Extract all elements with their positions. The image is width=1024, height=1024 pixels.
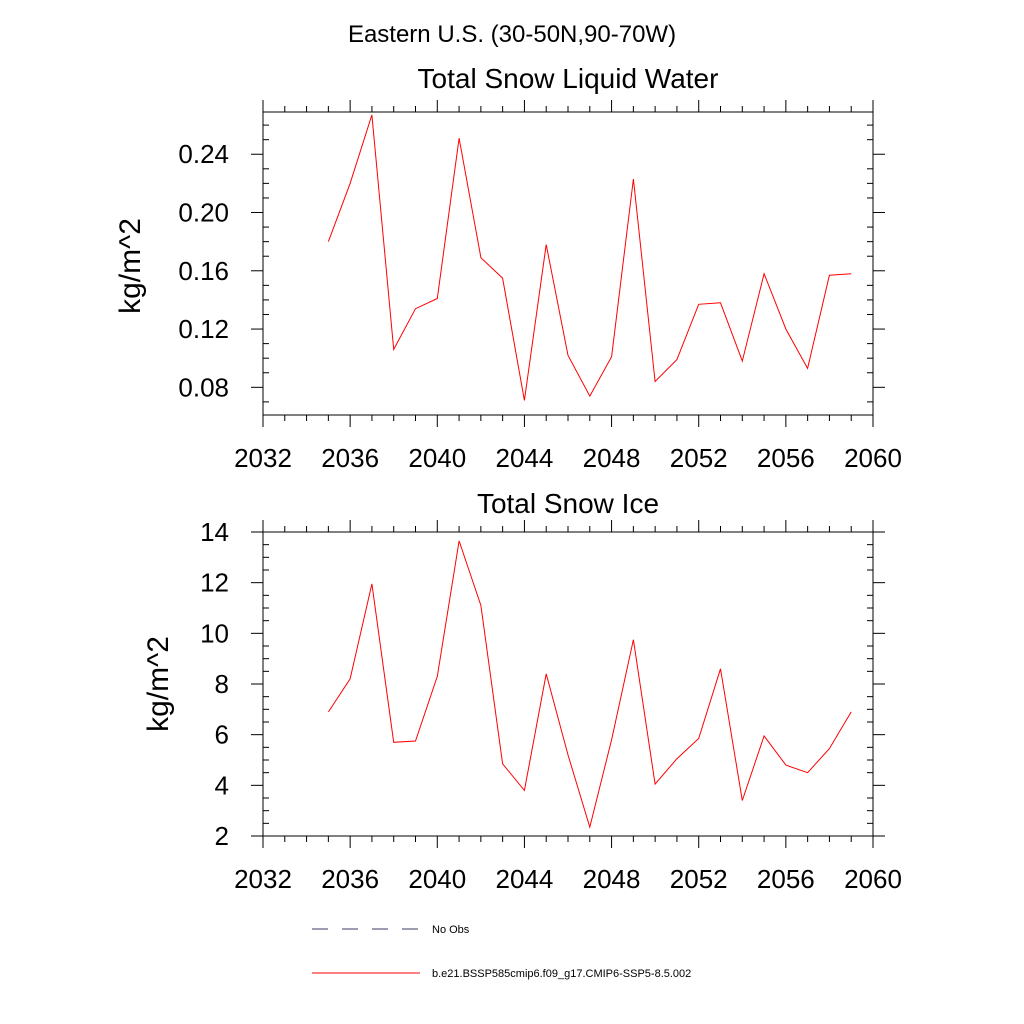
y-tick-label: 8	[215, 669, 229, 699]
series-line	[327, 540, 852, 829]
y-axis-label: kg/m^2	[114, 218, 147, 314]
x-tick-label: 2036	[321, 864, 379, 894]
y-tick-label: 12	[200, 568, 229, 598]
x-tick-label: 2052	[670, 443, 728, 473]
legend-label: b.e21.BSSP585cmip6.f09_g17.CMIP6-SSP5-8.…	[432, 968, 691, 980]
x-tick-label: 2044	[496, 864, 554, 894]
y-tick-label: 10	[200, 618, 229, 648]
x-tick-label: 2052	[670, 864, 728, 894]
x-tick-label: 2040	[408, 864, 466, 894]
x-tick-label: 2032	[234, 443, 292, 473]
x-tick-label: 2060	[844, 443, 902, 473]
series-line	[327, 114, 852, 401]
x-tick-label: 2056	[757, 443, 815, 473]
data-marks	[327, 540, 852, 829]
x-tick-label: 2040	[408, 443, 466, 473]
y-tick-label: 2	[215, 821, 229, 851]
y-tick-label: 0.24	[178, 139, 229, 169]
x-tick-label: 2032	[234, 864, 292, 894]
panel-title: Total Snow Ice	[477, 488, 659, 519]
x-tick-label: 2056	[757, 864, 815, 894]
axis-ticks: 2032 2036 2040 2044 2048 2052 2056 2060 0.08 0.12…	[178, 100, 902, 473]
snow-ice-panel: Total Snow Ice kg/m^2 2032 2036 2040 2044 20…	[142, 488, 902, 894]
y-tick-label: 0.20	[178, 198, 229, 228]
legend-item-model-run: b.e21.BSSP585cmip6.f09_g17.CMIP6-SSP5-8.…	[312, 968, 691, 980]
data-marks	[327, 114, 852, 401]
x-tick-label: 2048	[583, 443, 641, 473]
y-tick-label: 0.16	[178, 256, 229, 286]
x-tick-label: 2048	[583, 864, 641, 894]
panel-title: Total Snow Liquid Water	[418, 63, 719, 94]
x-tick-label: 2060	[844, 864, 902, 894]
figure-suptitle: Eastern U.S. (30-50N,90-70W)	[348, 21, 676, 48]
axis-ticks: 2032 2036 2040 2044 2048 2052 2056 2060 2 4 6 8 10 12…	[200, 517, 902, 894]
x-tick-label: 2044	[496, 443, 554, 473]
y-tick-label: 14	[200, 517, 229, 547]
legend-item-no-obs: No Obs	[312, 924, 470, 936]
legend: No Obs b.e21.BSSP585cmip6.f09_g17.CMIP6-…	[312, 924, 691, 980]
y-tick-label: 0.08	[178, 372, 229, 402]
y-tick-label: 4	[215, 770, 229, 800]
plot-frame	[262, 531, 874, 837]
plot-frame	[262, 111, 874, 416]
legend-label: No Obs	[432, 924, 470, 936]
y-tick-label: 6	[215, 720, 229, 750]
x-tick-label: 2036	[321, 443, 379, 473]
snow-liquid-water-panel: Total Snow Liquid Water kg/m^2 2032 2036 2…	[114, 63, 902, 473]
y-tick-label: 0.12	[178, 314, 229, 344]
y-axis-label: kg/m^2	[142, 636, 175, 732]
